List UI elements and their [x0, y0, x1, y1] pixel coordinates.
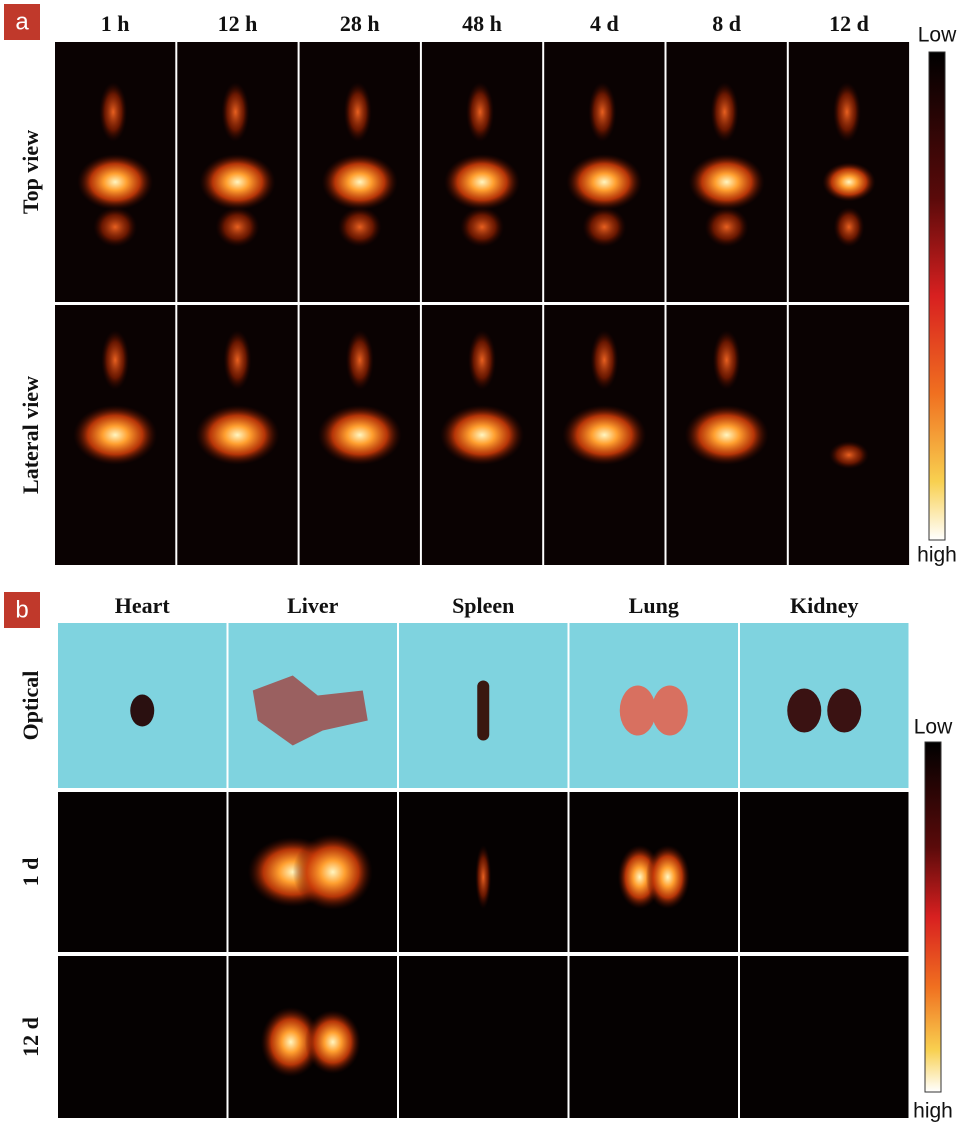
panel-label-box	[4, 4, 40, 40]
row-label: 1 d	[18, 858, 43, 887]
signal	[99, 82, 128, 142]
row-label: Lateral view	[18, 376, 43, 494]
signal	[215, 207, 260, 247]
image-panel	[58, 956, 227, 1118]
signal	[684, 405, 769, 465]
signal	[468, 330, 497, 390]
column-header: Spleen	[452, 593, 514, 618]
organ	[651, 685, 688, 736]
row-label: Optical	[18, 671, 43, 741]
image-panel	[740, 792, 909, 952]
signal	[321, 154, 398, 210]
signal	[645, 845, 690, 909]
colorbar-bottom-label: high	[913, 1100, 953, 1123]
row-label: 12 d	[18, 1017, 43, 1057]
image-panel	[399, 956, 568, 1118]
signal	[317, 405, 402, 465]
colorbar-top-label: Low	[914, 716, 953, 739]
column-header: 12 d	[829, 11, 869, 36]
signal	[221, 82, 250, 142]
colorbar-top-label: Low	[918, 24, 957, 47]
signal	[822, 162, 876, 202]
organ	[477, 680, 490, 741]
signal	[566, 154, 643, 210]
signal	[77, 154, 154, 210]
image-panel	[58, 792, 227, 952]
signal	[260, 1007, 321, 1077]
image-panel	[788, 305, 910, 565]
signal	[466, 82, 495, 142]
signal	[304, 1010, 361, 1074]
colorbar	[928, 51, 946, 541]
colorbar-bottom-label: high	[917, 544, 957, 567]
organ	[619, 685, 656, 736]
signal	[223, 330, 252, 390]
signal	[195, 405, 280, 465]
signal	[588, 82, 617, 142]
column-header: 12 h	[218, 11, 258, 36]
signal	[582, 207, 627, 247]
signal	[440, 405, 525, 465]
column-header: 1 h	[101, 11, 130, 36]
panel-label: a	[15, 8, 29, 35]
column-header: Liver	[287, 593, 339, 618]
column-header: Kidney	[790, 593, 858, 618]
signal	[475, 845, 492, 909]
signal	[444, 154, 521, 210]
signal	[292, 834, 373, 910]
image-panel	[569, 956, 738, 1118]
panel-label-box	[4, 592, 40, 628]
column-header: 48 h	[462, 11, 502, 36]
image-panel	[740, 623, 909, 788]
signal	[73, 405, 158, 465]
column-header: 4 d	[590, 11, 619, 36]
signal	[833, 207, 865, 247]
panel-label: b	[15, 596, 28, 623]
colorbar	[924, 741, 942, 1093]
signal	[712, 330, 741, 390]
signal	[345, 330, 374, 390]
image-panel	[740, 956, 909, 1118]
signal	[832, 82, 861, 142]
organ	[130, 694, 155, 727]
column-header: Heart	[115, 593, 171, 618]
signal	[199, 154, 276, 210]
column-header: Lung	[629, 593, 679, 618]
row-label: Top view	[18, 130, 43, 214]
column-header: 8 d	[712, 11, 741, 36]
signal	[562, 405, 647, 465]
signal	[590, 330, 619, 390]
signal	[343, 82, 372, 142]
column-header: 28 h	[340, 11, 380, 36]
organ	[252, 675, 368, 746]
signal	[93, 207, 138, 247]
signal	[460, 207, 505, 247]
signal	[337, 207, 382, 247]
signal	[828, 441, 869, 469]
signal	[704, 207, 749, 247]
organ	[787, 688, 822, 733]
organ	[827, 688, 862, 733]
signal	[688, 154, 765, 210]
signal	[101, 330, 130, 390]
signal	[710, 82, 739, 142]
